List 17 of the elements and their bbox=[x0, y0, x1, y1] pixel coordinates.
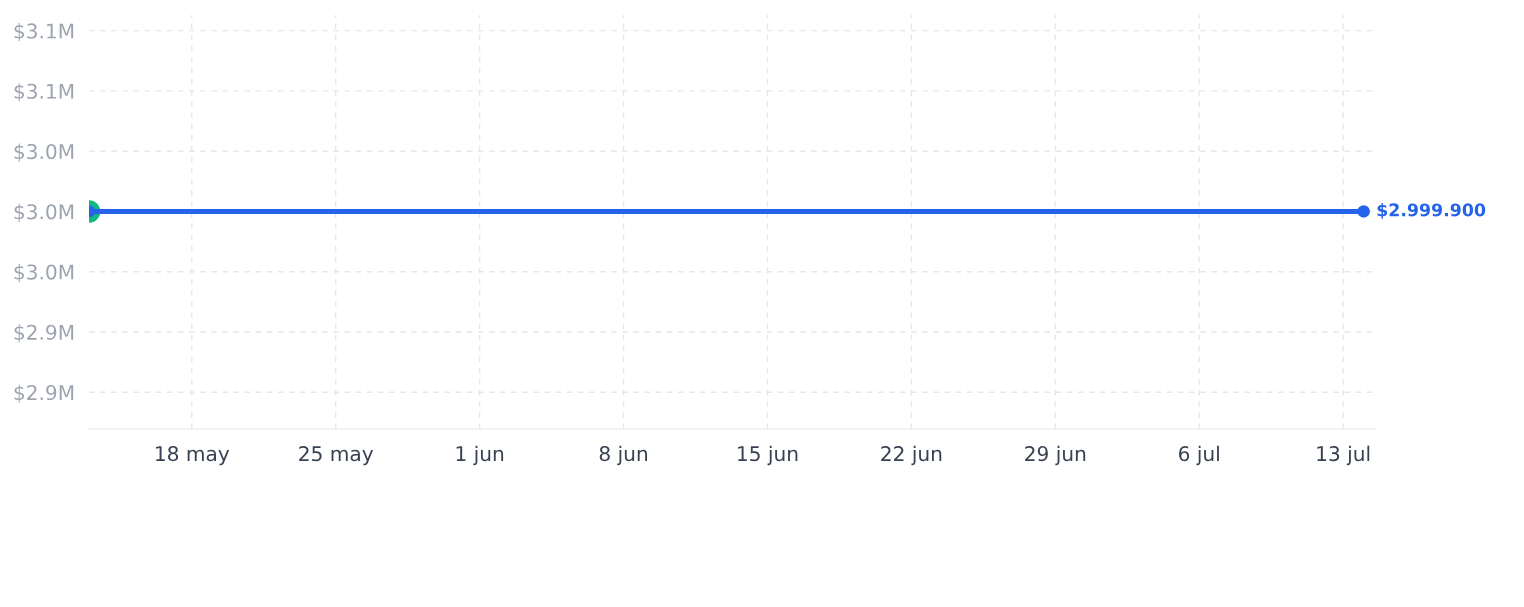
x-tick-label: 8 jun bbox=[599, 445, 647, 466]
y-tick-label: $2.9M bbox=[14, 324, 74, 343]
x-tick-label: 25 may bbox=[299, 446, 374, 466]
y-tick-label: $3.1M bbox=[14, 83, 74, 102]
y-tick-label: $3.0M bbox=[14, 203, 74, 223]
x-tick-label: 22 jun bbox=[881, 445, 942, 466]
y-tick-label: $3.0M bbox=[14, 143, 74, 162]
x-tick-label: 15 jun bbox=[738, 445, 798, 466]
x-tick-label: 1 jun bbox=[456, 445, 504, 466]
x-tick-label: 18 may bbox=[156, 446, 230, 466]
x-tick-label: 29 jun bbox=[1025, 445, 1086, 466]
data-label: $2.999.900 bbox=[1377, 203, 1486, 219]
x-tick-label: 13 jul bbox=[1317, 445, 1370, 466]
y-tick-label: $3.0M bbox=[14, 264, 74, 283]
x-tick-label: 6 jul bbox=[1179, 445, 1219, 466]
y-tick-label: $2.9M bbox=[14, 384, 74, 403]
y-tick-label: $3.1M bbox=[14, 23, 74, 42]
